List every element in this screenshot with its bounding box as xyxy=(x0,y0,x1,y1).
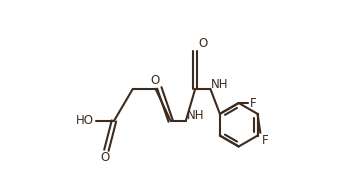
Text: NH: NH xyxy=(211,78,229,91)
Text: O: O xyxy=(150,74,159,87)
Text: NH: NH xyxy=(187,109,204,122)
Text: O: O xyxy=(101,151,110,164)
Text: HO: HO xyxy=(76,115,94,127)
Text: F: F xyxy=(250,97,257,109)
Text: F: F xyxy=(262,134,269,147)
Text: O: O xyxy=(198,37,207,50)
